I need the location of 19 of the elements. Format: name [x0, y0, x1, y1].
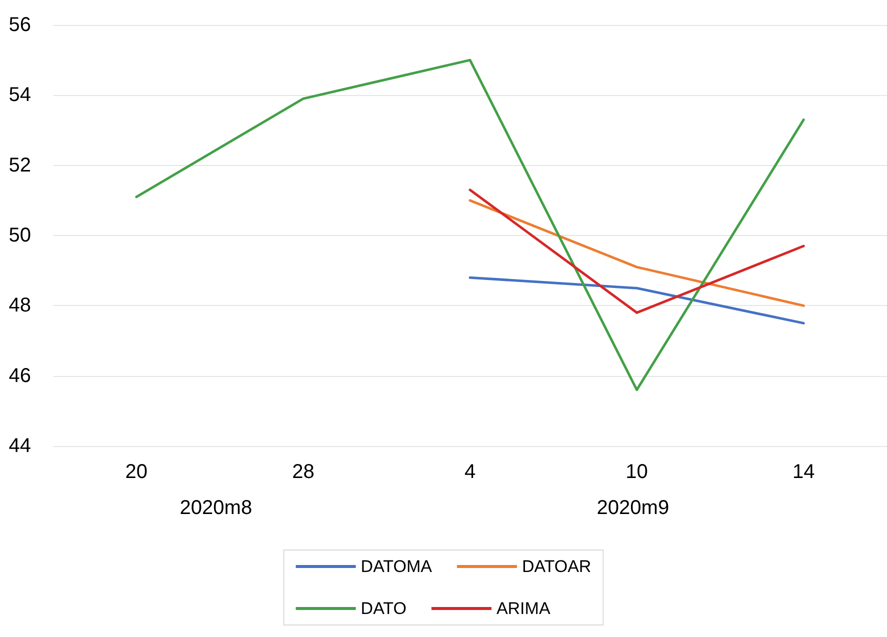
y-tick-label: 54 [8, 84, 31, 106]
legend-label: DATOAR [522, 557, 592, 576]
y-tick-label: 44 [8, 435, 31, 457]
x-tick-label: 10 [626, 461, 648, 483]
x-tick-label: 20 [125, 461, 148, 483]
y-tick-label: 50 [8, 224, 31, 246]
legend-label: DATOMA [360, 557, 433, 576]
legend-label: ARIMA [496, 599, 551, 618]
y-tick-label: 52 [8, 154, 31, 176]
x-tick-label: 28 [292, 461, 314, 483]
text: 2020m9 [596, 497, 670, 519]
text: 2020m8 [180, 497, 252, 519]
legend-label: DATO [360, 599, 406, 618]
line-series [135, 58, 805, 392]
y-tick-label: 46 [8, 364, 31, 387]
x-tick-label: 14 [792, 461, 815, 483]
y-tick-label: 48 [8, 294, 31, 317]
x-tick-label: 4 [464, 461, 476, 483]
y-tick-label: 56 [8, 14, 31, 36]
